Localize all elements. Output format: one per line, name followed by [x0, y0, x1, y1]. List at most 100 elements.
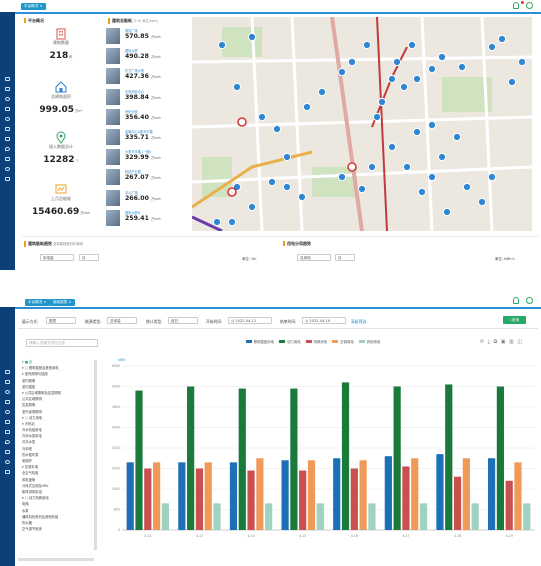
- tree-node[interactable]: ▾ □ 动力用电: [22, 415, 43, 420]
- bar[interactable]: [359, 460, 367, 530]
- building-marker[interactable]: [297, 192, 307, 202]
- legend-item[interactable]: 照明插座用电: [245, 339, 274, 344]
- legend-item[interactable]: 空调用电: [332, 339, 354, 344]
- building-marker[interactable]: [507, 77, 517, 87]
- energy-type-select[interactable]: 总用量: [107, 317, 137, 324]
- tree-node[interactable]: 室外景观照明: [22, 409, 42, 414]
- bar[interactable]: [411, 458, 419, 530]
- rank-item[interactable]: 东方广场大厦 427.36 万kwh: [106, 67, 184, 85]
- folder-icon[interactable]: [0, 134, 15, 144]
- bar[interactable]: [290, 388, 298, 530]
- bar[interactable]: [341, 382, 350, 530]
- building-marker[interactable]: [497, 34, 507, 44]
- location-icon[interactable]: [0, 144, 15, 154]
- building-marker[interactable]: [247, 202, 257, 212]
- bell-icon[interactable]: [513, 2, 519, 9]
- alert-marker[interactable]: [237, 117, 247, 127]
- tab-energy-report[interactable]: 能耗报表 ×: [50, 299, 75, 306]
- bar[interactable]: [316, 503, 324, 530]
- rank-item[interactable]: 国际大厦B 259.41 万kwh: [106, 209, 184, 227]
- tree-node[interactable]: ▾ 冷热站: [22, 421, 35, 426]
- building-marker[interactable]: [442, 207, 452, 217]
- gear-icon[interactable]: [0, 114, 15, 124]
- building-marker[interactable]: [437, 152, 447, 162]
- building-marker[interactable]: [487, 42, 497, 52]
- tree-node[interactable]: 电锅炉: [22, 459, 32, 463]
- chart-icon[interactable]: [0, 124, 15, 134]
- tree-search-input[interactable]: 请输入关键字进行过滤: [26, 339, 98, 347]
- elec-period-select[interactable]: 月: [335, 254, 355, 261]
- building-marker[interactable]: [427, 120, 437, 130]
- tree-node[interactable]: ▾ □ 照明插座及其他用电: [22, 366, 59, 371]
- edit-icon[interactable]: [0, 154, 15, 164]
- bar[interactable]: [213, 503, 221, 530]
- bell-icon[interactable]: [513, 297, 519, 304]
- tree-node[interactable]: 水泵: [22, 508, 29, 513]
- tree-node[interactable]: 电梯: [22, 502, 29, 507]
- building-marker[interactable]: [267, 177, 277, 187]
- building-marker[interactable]: [357, 184, 367, 194]
- bar[interactable]: [195, 468, 204, 531]
- building-marker[interactable]: [407, 40, 417, 50]
- tree-node[interactable]: 全空气机组: [22, 471, 39, 476]
- building-marker[interactable]: [417, 187, 427, 197]
- query-button[interactable]: ⌕查询: [503, 316, 526, 324]
- bar[interactable]: [445, 384, 453, 530]
- bar[interactable]: [393, 386, 401, 531]
- gear-icon[interactable]: [0, 407, 15, 417]
- building-marker[interactable]: [517, 57, 527, 67]
- bar[interactable]: [187, 386, 195, 531]
- bar[interactable]: [496, 386, 504, 531]
- bar[interactable]: [126, 462, 134, 530]
- bar[interactable]: [247, 470, 255, 530]
- tree-node[interactable]: 冷却塔: [22, 446, 32, 451]
- building-marker[interactable]: [247, 32, 257, 42]
- rank-item[interactable]: 国际大厦 490.28 万kwh: [106, 47, 184, 65]
- tree-node[interactable]: ▾ □ 动力特殊用电: [22, 496, 49, 501]
- alert-marker[interactable]: [227, 187, 237, 197]
- chart-toolbox[interactable]: ⟳ ⤓ ⧉ ▣ ▥ ◫: [480, 339, 524, 345]
- location-icon[interactable]: [0, 437, 15, 447]
- rank-item[interactable]: 大厦写字楼 (一期) 329.99 万kwh: [106, 148, 184, 166]
- rank-item[interactable]: 中央商务中心 398.84 万kwh: [106, 88, 184, 106]
- map-pins[interactable]: [212, 32, 527, 227]
- building-marker[interactable]: [452, 132, 462, 142]
- building-marker[interactable]: [232, 82, 242, 92]
- tab-overview[interactable]: 平台概况 ×: [21, 3, 46, 10]
- bar[interactable]: [153, 462, 161, 530]
- tab-overview[interactable]: 平台概况 ×: [25, 299, 50, 306]
- tree-node[interactable]: 通风机机房机及其他机组: [22, 514, 59, 519]
- bar[interactable]: [307, 460, 316, 530]
- tree-node[interactable]: 应急照明: [22, 403, 36, 408]
- building-marker[interactable]: [227, 217, 237, 227]
- building-marker[interactable]: [412, 127, 422, 137]
- map-view[interactable]: [192, 17, 532, 231]
- refresh-icon[interactable]: [526, 2, 533, 9]
- tree-scrollbar-horizontal[interactable]: [18, 558, 94, 561]
- building-marker[interactable]: [427, 172, 437, 182]
- bar[interactable]: [144, 468, 152, 531]
- folder-icon[interactable]: [0, 427, 15, 437]
- bar[interactable]: [471, 503, 479, 530]
- building-marker[interactable]: [377, 97, 387, 107]
- rank-item[interactable]: 德信广场 570.85 万kwh: [106, 27, 184, 45]
- building-marker[interactable]: [402, 162, 412, 172]
- building-marker[interactable]: [302, 102, 312, 112]
- bar[interactable]: [487, 458, 496, 530]
- tree-node[interactable]: ▾ 室内照明与插座: [22, 372, 48, 377]
- building-marker[interactable]: [212, 217, 222, 227]
- rank-item[interactable]: 科技产业园 267.07 万kwh: [106, 168, 184, 186]
- bar[interactable]: [350, 468, 358, 531]
- bar[interactable]: [281, 460, 289, 530]
- bar[interactable]: [514, 462, 522, 530]
- rank-item[interactable]: 金融中心A座写字楼 335.71 万kwh: [106, 128, 184, 146]
- trend-period-select[interactable]: 月: [79, 254, 99, 261]
- building-marker[interactable]: [437, 52, 447, 62]
- tree-node[interactable]: 新风排风机组: [22, 489, 42, 494]
- tree-node[interactable]: 热水器: [22, 520, 32, 525]
- bar[interactable]: [419, 503, 428, 530]
- tree-node[interactable]: 冷水机组用电: [22, 428, 42, 433]
- bar[interactable]: [436, 454, 444, 530]
- clock-icon[interactable]: [0, 94, 15, 104]
- tree-node[interactable]: 冷冻水泵: [22, 440, 36, 445]
